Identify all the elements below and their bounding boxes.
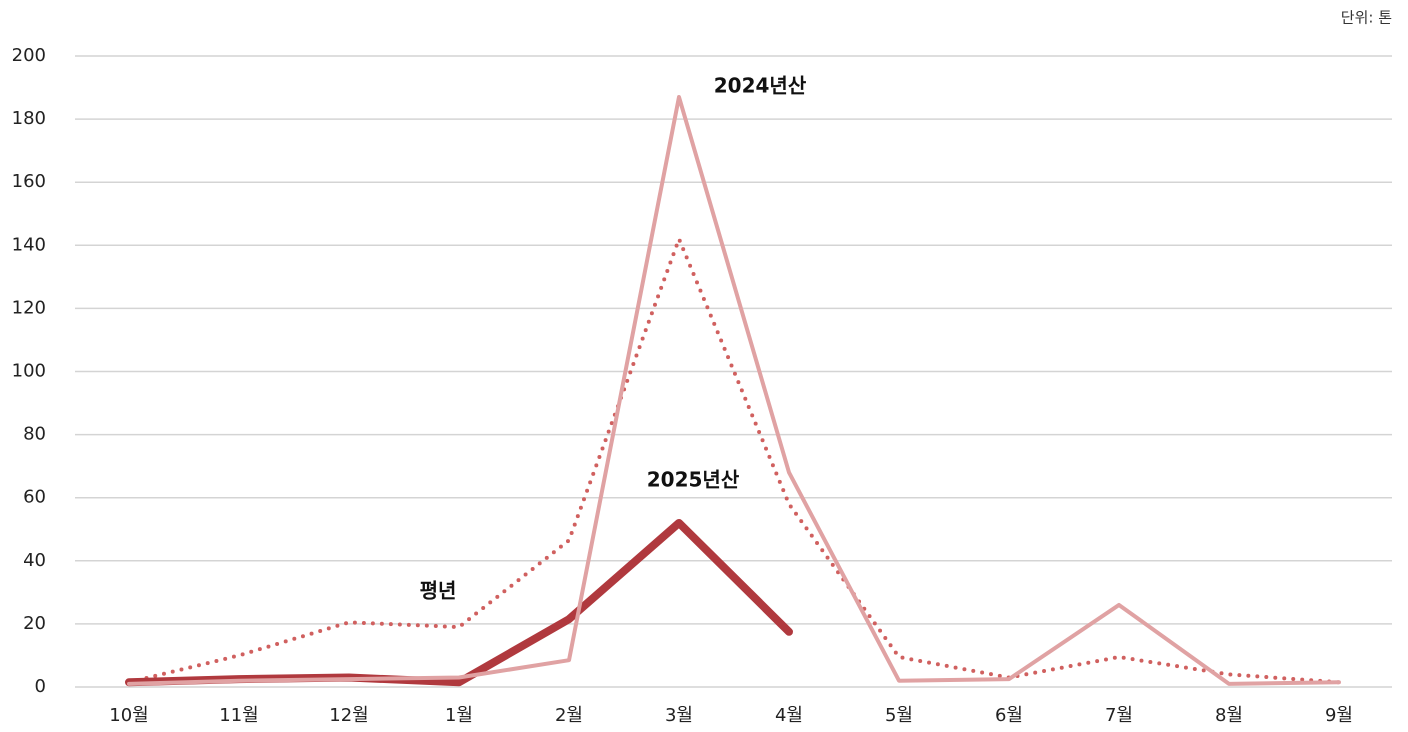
y-tick-label: 180 (12, 108, 46, 129)
x-tick-label: 8월 (1215, 705, 1243, 726)
x-tick-label: 12월 (329, 705, 368, 726)
y-tick-label: 140 (12, 234, 46, 255)
x-tick-label: 11월 (219, 705, 258, 726)
x-tick-label: 10월 (109, 705, 148, 726)
x-tick-label: 5월 (885, 705, 913, 726)
y-tick-label: 100 (12, 361, 46, 382)
x-tick-label: 6월 (995, 705, 1023, 726)
y-tick-label: 200 (12, 45, 46, 66)
x-tick-label: 1월 (445, 705, 473, 726)
x-tick-label: 3월 (665, 705, 693, 726)
series-label: 2025년산 (647, 468, 740, 492)
y-tick-label: 0 (35, 676, 46, 697)
x-tick-label: 2월 (555, 705, 583, 726)
series-line (127, 236, 1341, 685)
y-tick-label: 120 (12, 297, 46, 318)
x-tick-label: 9월 (1325, 705, 1353, 726)
series-label: 2024년산 (714, 74, 807, 98)
series-label: 평년 (420, 579, 457, 603)
y-tick-label: 60 (23, 487, 46, 508)
x-tick-label: 4월 (775, 705, 803, 726)
y-tick-label: 20 (23, 613, 46, 634)
series-line (125, 518, 793, 687)
x-tick-label: 7월 (1105, 705, 1133, 726)
series-line (127, 95, 1341, 686)
y-tick-label: 80 (23, 424, 46, 445)
unit-label: 단위: 톤 (1341, 9, 1392, 27)
y-tick-label: 40 (23, 550, 46, 571)
y-tick-label: 160 (12, 171, 46, 192)
